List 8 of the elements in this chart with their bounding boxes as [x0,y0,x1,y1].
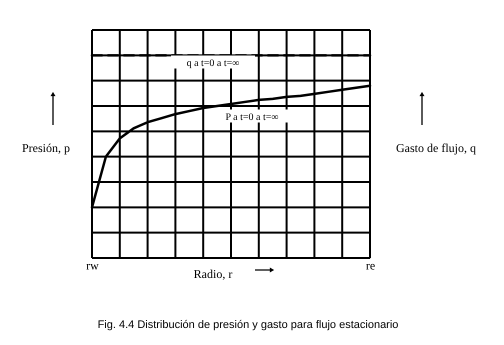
annotation: q a t=0 a t=∞ [186,58,240,69]
text: Fig. 4.4 Distribución de presión y gasto para flujo estacionario [98,319,398,331]
x-tick-label: re [366,258,376,272]
annotation: P a t=0 a t=∞ [225,112,279,123]
x-axis-title: Radio, r [194,267,232,281]
y2-axis-title: Gasto de flujo, q [396,141,476,155]
x-tick-label: rw [86,258,100,272]
y-axis-title: Presión, p [22,141,70,155]
